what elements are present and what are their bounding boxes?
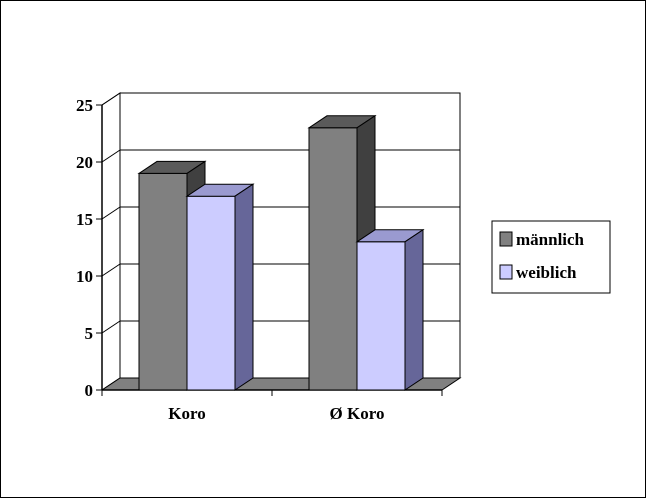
bar-2-2 — [355, 228, 425, 391]
x-category-label: Koro — [168, 404, 205, 423]
x-category-label: Ø Koro — [330, 404, 385, 423]
gridline-side — [101, 263, 121, 277]
y-tick-label: 10 — [76, 267, 93, 286]
legend-swatch-2 — [499, 264, 513, 280]
y-tick-label: 25 — [76, 96, 93, 115]
gridline-side — [101, 206, 121, 220]
x-axis-category-labels: Koro Ø Koro — [168, 404, 384, 423]
gridline-side — [101, 149, 121, 163]
y-tick-label: 5 — [85, 324, 94, 343]
bar-front — [138, 172, 188, 391]
gridline-side — [101, 320, 121, 334]
y-tick-label: 15 — [76, 210, 93, 229]
bar-1-2 — [185, 183, 255, 391]
legend-label-1: männlich — [516, 230, 585, 249]
bar-2-1 — [307, 114, 377, 391]
bar-front — [186, 195, 236, 391]
legend-label-2: weiblich — [516, 263, 577, 282]
bar-side — [234, 183, 254, 391]
y-axis-tick-labels: 0 5 10 15 20 25 — [76, 96, 93, 400]
y-tick-label: 20 — [76, 153, 93, 172]
plot-area — [96, 92, 462, 396]
bar-side — [404, 228, 424, 391]
bar-front — [356, 241, 406, 391]
y-tick-label: 0 — [85, 381, 94, 400]
legend: männlich weiblich — [491, 220, 611, 294]
legend-swatch-1 — [499, 231, 513, 247]
side-wall — [101, 92, 121, 391]
bar-front — [308, 127, 358, 391]
gridline-side — [101, 92, 121, 106]
